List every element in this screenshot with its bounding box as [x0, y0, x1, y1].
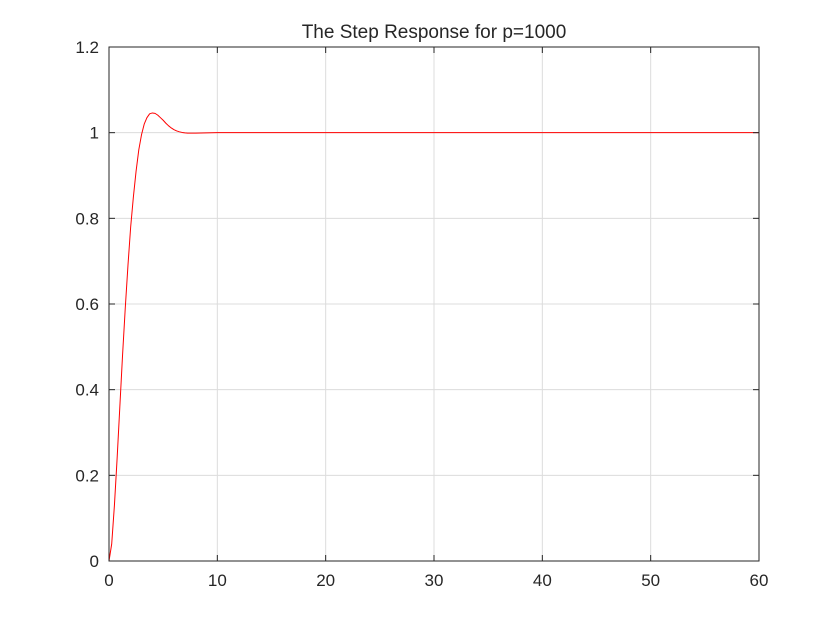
y-tick-label: 0.6: [75, 295, 99, 314]
x-tick-label: 60: [750, 571, 769, 590]
y-tick-label: 0: [90, 552, 99, 571]
y-tick-label: 0.8: [75, 209, 99, 228]
y-tick-label: 0.4: [75, 381, 99, 400]
ticks: 0 10 20 30 40 50 60 0 0.2 0.4 0.6 0.8 1 1.2: [75, 38, 768, 590]
y-tick-label: 0.2: [75, 466, 99, 485]
x-tick-label: 30: [425, 571, 444, 590]
y-tick-label: 1.2: [75, 38, 99, 57]
x-tick-label: 50: [641, 571, 660, 590]
x-tick-label: 40: [533, 571, 552, 590]
y-tick-label: 1: [90, 124, 99, 143]
x-tick-label: 10: [208, 571, 227, 590]
chart-title: The Step Response for p=1000: [302, 22, 567, 43]
x-tick-label: 0: [104, 571, 113, 590]
plot-series: [108, 112, 759, 562]
step-response-line: [108, 112, 759, 562]
x-tick-label: 20: [316, 571, 335, 590]
